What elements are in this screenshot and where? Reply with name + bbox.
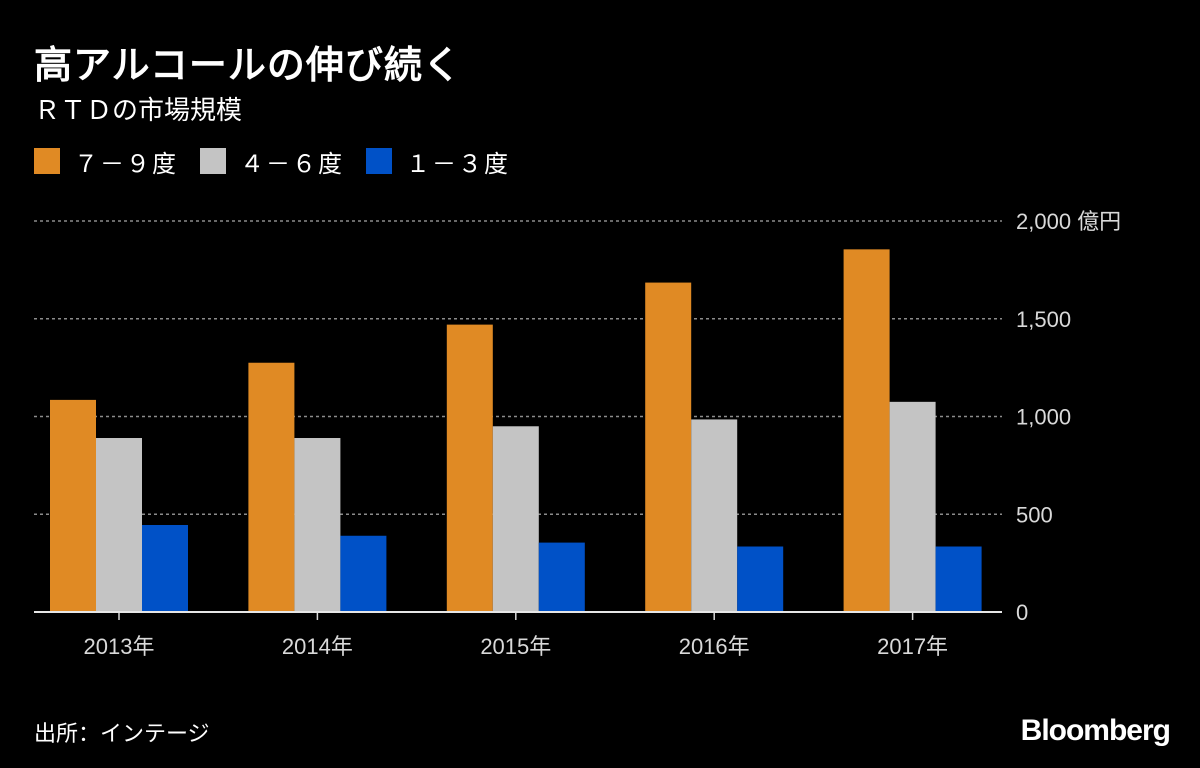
bloomberg-logo: Bloomberg xyxy=(1020,714,1171,747)
bar xyxy=(248,362,295,612)
y-tick-label: 2,000 億円 xyxy=(1016,209,1121,234)
legend-swatch-4-6 xyxy=(200,148,226,174)
bar xyxy=(691,419,738,612)
legend-swatch-7-9 xyxy=(34,148,60,174)
bar xyxy=(50,399,96,612)
x-tick-label: 2015年 xyxy=(480,634,551,659)
bar xyxy=(96,438,142,612)
source-note: 出所：インテージ xyxy=(34,722,210,747)
bar xyxy=(737,546,784,612)
x-tick-label: 2013年 xyxy=(84,634,155,659)
legend-label-4-6: ４－６度 xyxy=(240,149,344,178)
legend-item-4-6: ４－６度 xyxy=(200,144,344,179)
legend-swatch-1-3 xyxy=(366,148,392,174)
bar xyxy=(492,426,539,612)
legend: ７－９度 ４－６度 １－３度 xyxy=(34,144,532,179)
chart-title: 高アルコールの伸び続く xyxy=(34,43,462,87)
bar xyxy=(935,546,982,612)
x-tick-label: 2014年 xyxy=(282,634,353,659)
bar xyxy=(843,249,890,612)
legend-label-1-3: １－３度 xyxy=(406,149,510,178)
bar xyxy=(889,401,936,612)
y-tick-label: 0 xyxy=(1016,600,1028,625)
bar xyxy=(446,324,493,612)
x-tick-label: 2017年 xyxy=(877,634,948,659)
bar xyxy=(294,438,341,612)
x-tick-label: 2016年 xyxy=(679,634,750,659)
bar xyxy=(538,542,585,612)
legend-item-7-9: ７－９度 xyxy=(34,144,178,179)
bar xyxy=(645,282,692,612)
y-tick-label: 500 xyxy=(1016,502,1053,527)
legend-item-1-3: １－３度 xyxy=(366,144,510,179)
y-tick-label: 1,500 xyxy=(1016,307,1071,332)
chart-subtitle: ＲＴＤの市場規模 xyxy=(34,96,243,126)
bar xyxy=(142,525,188,612)
y-tick-label: 1,000 xyxy=(1016,405,1071,430)
legend-label-7-9: ７－９度 xyxy=(74,149,178,178)
bar xyxy=(340,535,387,612)
